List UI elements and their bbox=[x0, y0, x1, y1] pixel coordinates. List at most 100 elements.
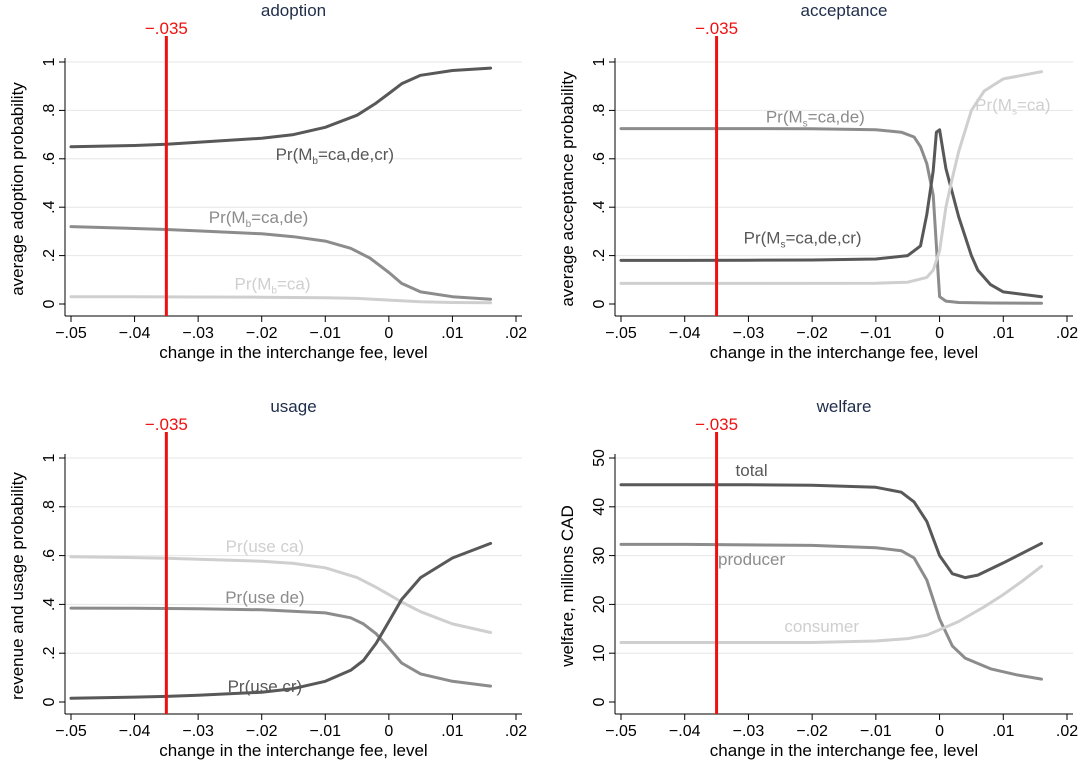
y-tick-label: 0 bbox=[41, 697, 58, 706]
reference-line-label: −.035 bbox=[695, 415, 738, 434]
y-tick-label: .2 bbox=[41, 646, 58, 659]
series-label: Pr(use cr) bbox=[228, 677, 303, 696]
x-tick-label: −.01 bbox=[309, 723, 341, 740]
series-line bbox=[619, 564, 1043, 644]
x-tick-label: .01 bbox=[992, 325, 1014, 342]
x-axis-title: change in the interchange fee, level bbox=[710, 741, 978, 760]
x-tick-label: −.03 bbox=[182, 325, 214, 342]
y-tick-label: .2 bbox=[591, 249, 608, 262]
x-tick-label: −.02 bbox=[246, 325, 278, 342]
y-tick-label: 10 bbox=[591, 644, 608, 662]
x-tick-label: −.04 bbox=[119, 723, 151, 740]
reference-line-label: −.035 bbox=[145, 415, 188, 434]
y-tick-label: 40 bbox=[591, 498, 608, 516]
x-tick-label: −.04 bbox=[669, 325, 701, 342]
series-line bbox=[619, 70, 1043, 285]
y-tick-label: .6 bbox=[41, 152, 58, 165]
series-line bbox=[69, 541, 493, 700]
series-label: Pr(Ms=ca) bbox=[975, 95, 1050, 117]
series-line bbox=[69, 555, 493, 634]
y-tick-label: 50 bbox=[591, 449, 608, 467]
x-tick-label: −.01 bbox=[309, 325, 341, 342]
x-tick-label: −.03 bbox=[733, 723, 765, 740]
x-tick-label: −.05 bbox=[55, 723, 87, 740]
y-axis-title: revenue and usage probability bbox=[8, 472, 27, 700]
chart-title: adoption bbox=[261, 1, 326, 20]
x-tick-label: −.01 bbox=[860, 723, 892, 740]
x-axis-title: change in the interchange fee, level bbox=[159, 741, 427, 760]
chart-panel-adoption: adoption 0 .2 .4 .6 .8 1 −.05 −.04 −.03 −.02 −.01 0.… bbox=[8, 1, 527, 362]
y-tick-label: .4 bbox=[41, 200, 58, 213]
x-tick-label: .01 bbox=[441, 723, 463, 740]
series-line bbox=[619, 127, 1043, 305]
series-line bbox=[69, 606, 493, 688]
y-tick-label: .4 bbox=[41, 598, 58, 611]
series-line bbox=[619, 542, 1043, 681]
chart-title: usage bbox=[270, 397, 316, 416]
x-tick-label: 0 bbox=[935, 723, 944, 740]
reference-line-label: −.035 bbox=[145, 19, 188, 38]
series-label: total bbox=[736, 461, 768, 480]
chart-panel-welfare: welfare 0 10 20 30 40 50 −.05 −.04 −.03 −.02 −.01 0.… bbox=[558, 397, 1078, 760]
series-line bbox=[619, 483, 1043, 580]
x-tick-label: .02 bbox=[1056, 325, 1078, 342]
chart-panel-usage: usage 0 .2 .4 .6 .8 1 −.05 −.04 −.03 −.02 −.01 0 .01.… bbox=[8, 397, 527, 760]
x-tick-label: .01 bbox=[441, 325, 463, 342]
x-tick-label: −.03 bbox=[182, 723, 214, 740]
y-tick-label: 30 bbox=[591, 547, 608, 565]
x-tick-label: −.02 bbox=[796, 723, 828, 740]
y-tick-label: .6 bbox=[41, 549, 58, 562]
chart-title: acceptance bbox=[801, 1, 888, 20]
x-tick-label: −.04 bbox=[119, 325, 151, 342]
series-label: producer bbox=[718, 550, 785, 569]
x-tick-label: −.04 bbox=[669, 723, 701, 740]
x-tick-label: .02 bbox=[1056, 723, 1078, 740]
series-label: Pr(Mb=ca,de) bbox=[209, 208, 309, 230]
x-tick-label: .02 bbox=[505, 723, 527, 740]
series-line bbox=[69, 225, 493, 301]
chart-title: welfare bbox=[816, 397, 872, 416]
x-axis-title: change in the interchange fee, level bbox=[159, 343, 427, 362]
series-label: Pr(Mb=ca) bbox=[235, 274, 311, 296]
x-tick-label: −.05 bbox=[55, 325, 87, 342]
series-label: Pr(Ms=ca,de,cr) bbox=[744, 228, 862, 250]
series-label: Pr(Ms=ca,de) bbox=[766, 107, 865, 129]
y-tick-label: .8 bbox=[41, 104, 58, 117]
y-tick-label: 20 bbox=[591, 595, 608, 613]
series-line bbox=[69, 295, 493, 305]
series-label: Pr(use ca) bbox=[226, 537, 304, 556]
y-tick-label: 0 bbox=[591, 697, 608, 706]
x-tick-label: .02 bbox=[505, 325, 527, 342]
series-label: consumer bbox=[784, 617, 859, 636]
reference-line-label: −.035 bbox=[695, 19, 738, 38]
y-tick-label: 0 bbox=[41, 299, 58, 308]
x-tick-label: −.02 bbox=[796, 325, 828, 342]
x-tick-label: 0 bbox=[384, 325, 393, 342]
y-axis-title: welfare, millions CAD bbox=[558, 505, 577, 668]
series-label: Pr(use de) bbox=[225, 588, 304, 607]
x-tick-label: −.05 bbox=[605, 325, 637, 342]
series-line bbox=[69, 66, 493, 149]
y-tick-label: 1 bbox=[591, 57, 608, 66]
x-tick-label: −.02 bbox=[246, 723, 278, 740]
y-tick-label: 0 bbox=[591, 299, 608, 308]
x-tick-label: −.05 bbox=[605, 723, 637, 740]
x-tick-label: −.01 bbox=[860, 325, 892, 342]
y-axis-title: average adoption probability bbox=[8, 82, 27, 296]
y-tick-label: .6 bbox=[591, 152, 608, 165]
y-axis-title: average acceptance probability bbox=[558, 71, 577, 307]
y-tick-label: .4 bbox=[591, 200, 608, 213]
y-tick-label: 1 bbox=[41, 453, 58, 462]
x-tick-label: −.03 bbox=[733, 325, 765, 342]
series-label: Pr(Mb=ca,de,cr) bbox=[276, 145, 394, 167]
x-axis-title: change in the interchange fee, level bbox=[710, 343, 978, 362]
series-line bbox=[619, 128, 1043, 299]
chart-panel-acceptance: acceptance 0 .2 .4 .6 .8 1 −.05 −.04 −.03 −.02 −.01… bbox=[558, 1, 1078, 362]
x-tick-label: 0 bbox=[384, 723, 393, 740]
y-tick-label: .8 bbox=[41, 500, 58, 513]
x-tick-label: 0 bbox=[935, 325, 944, 342]
y-tick-label: .8 bbox=[591, 104, 608, 117]
y-tick-label: .2 bbox=[41, 249, 58, 262]
y-tick-label: 1 bbox=[41, 57, 58, 66]
